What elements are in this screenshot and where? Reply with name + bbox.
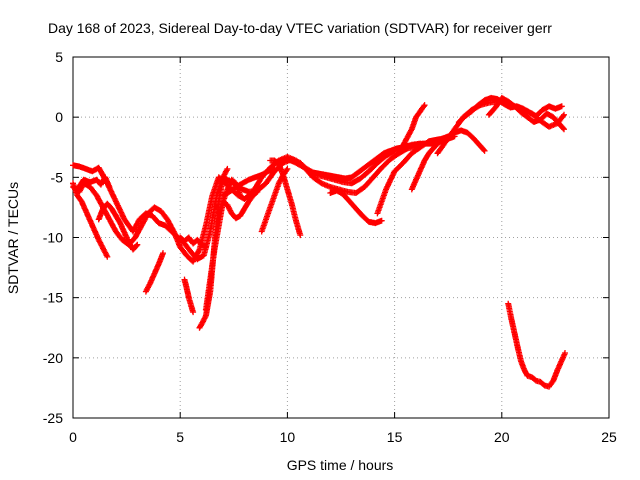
series-marker-path <box>327 187 385 227</box>
series-marker-path <box>505 300 568 390</box>
y-tick-label: 0 <box>55 109 63 125</box>
series-marker-path <box>374 127 488 217</box>
series-marker-path <box>408 140 441 193</box>
series-track-5 <box>95 200 141 253</box>
series-marker-path <box>181 276 197 316</box>
x-tick-label: 10 <box>280 429 296 445</box>
series-marker-path <box>485 94 567 133</box>
x-tick-label: 20 <box>494 429 510 445</box>
series-track-22 <box>485 94 567 133</box>
series-marker-path <box>455 94 565 125</box>
x-tick-label: 5 <box>176 429 184 445</box>
axis-ticks: 0 5 10 15 20 25 -25 -20 -15 -10 -5 0 5 <box>43 49 617 445</box>
y-tick-label: -15 <box>43 290 63 306</box>
series-track-12 <box>220 165 278 199</box>
series-track-23 <box>505 300 568 390</box>
series-track-3 <box>70 180 111 260</box>
series-track-18 <box>395 102 428 157</box>
series-marker-path <box>215 188 261 222</box>
series-marker-path <box>95 200 141 253</box>
x-tick-label: 25 <box>601 429 617 445</box>
series-track-8 <box>181 276 197 316</box>
series-track-7 <box>177 234 209 251</box>
y-tick-label: -10 <box>43 230 63 246</box>
series-marker-path <box>177 234 209 251</box>
data-series <box>70 94 568 390</box>
series-marker-path <box>220 165 278 199</box>
series-track-17 <box>374 127 488 217</box>
x-axis-label: GPS time / hours <box>287 457 394 473</box>
series-marker-path <box>395 102 428 157</box>
x-tick-label: 15 <box>387 429 403 445</box>
y-tick-label: -20 <box>43 350 63 366</box>
y-tick-label: -25 <box>43 410 63 426</box>
y-tick-label: -5 <box>51 169 64 185</box>
series-track-19 <box>408 140 441 193</box>
x-tick-label: 0 <box>69 429 77 445</box>
series-marker-path <box>142 250 166 295</box>
series-track-21 <box>455 94 565 125</box>
series-track-6 <box>142 250 166 295</box>
chart-title: Day 168 of 2023, Sidereal Day-to-day VTE… <box>48 20 552 36</box>
y-axis-label: SDTVAR / TECUs <box>5 182 21 294</box>
y-tick-label: 5 <box>55 49 63 65</box>
series-marker-path <box>70 180 111 260</box>
series-track-11 <box>215 188 261 222</box>
series-track-16 <box>327 187 385 227</box>
series-track-4 <box>74 174 113 193</box>
series-marker-path <box>74 174 113 193</box>
